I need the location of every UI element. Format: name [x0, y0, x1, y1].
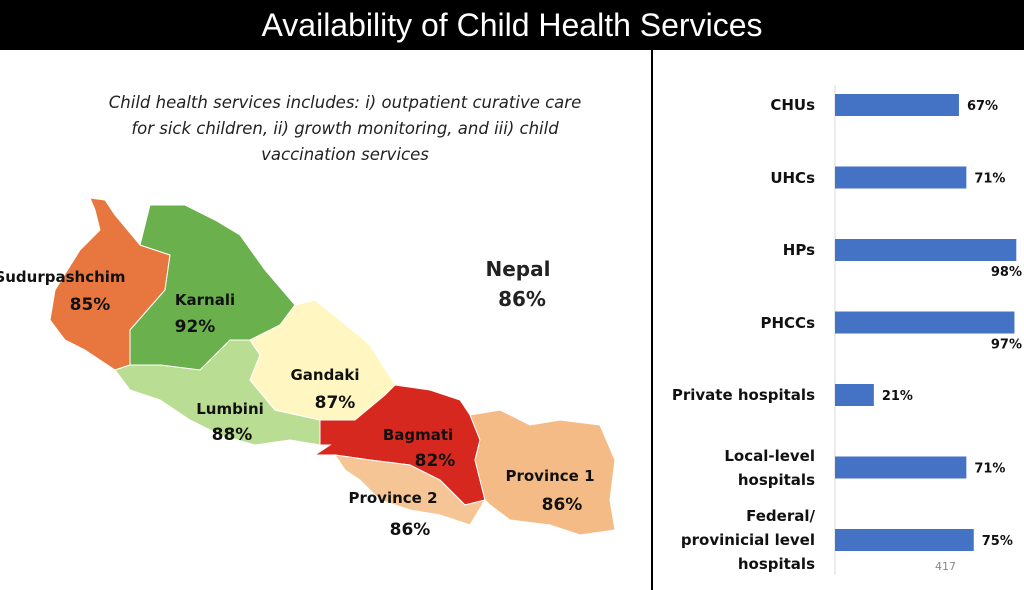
- category-label: UHCs: [770, 168, 815, 187]
- category-label: HPs: [782, 241, 815, 259]
- value-label: 21%: [882, 389, 913, 404]
- category-label: Local-level hospitals: [724, 446, 815, 489]
- region-value: 86%: [390, 520, 431, 540]
- category-label: PHCCs: [760, 313, 816, 332]
- bar: [835, 311, 1015, 334]
- region-name: Gandaki: [290, 366, 359, 384]
- region-name: Karnali: [175, 291, 235, 309]
- national-name: Nepal: [486, 257, 551, 281]
- bar: [835, 94, 959, 116]
- map-region: [469, 409, 616, 536]
- region-name: Sudurpashchim: [0, 268, 126, 286]
- value-label: 71%: [974, 462, 1005, 477]
- value-label: 67%: [967, 99, 998, 114]
- bar: [835, 239, 1017, 261]
- region-name: Bagmati: [383, 426, 453, 444]
- map-region: [333, 454, 487, 526]
- region-value: 85%: [70, 295, 111, 315]
- bar: [835, 384, 874, 406]
- value-label: 97%: [991, 338, 1022, 353]
- national-value: 86%: [498, 287, 546, 311]
- category-label: CHUs: [770, 96, 815, 114]
- bar: [835, 166, 967, 189]
- region-value: 82%: [415, 451, 456, 471]
- region-name: Province 2: [348, 489, 437, 507]
- region-value: 86%: [542, 495, 583, 515]
- bar: [835, 529, 974, 551]
- bar: [835, 456, 967, 479]
- value-label: 75%: [982, 534, 1013, 549]
- value-label: 71%: [974, 172, 1005, 187]
- slide-title: Availability of Child Health Services: [0, 0, 1024, 50]
- category-label: Federal/ provinicial level hospitals: [680, 507, 815, 573]
- region-value: 87%: [315, 393, 356, 413]
- map-note: Child health services includes: i) outpa…: [108, 93, 582, 164]
- page-number: 417: [935, 560, 956, 573]
- region-name: Lumbini: [196, 400, 264, 418]
- region-value: 88%: [212, 425, 253, 445]
- region-name: Province 1: [505, 467, 594, 485]
- value-label: 98%: [991, 265, 1022, 280]
- region-value: 92%: [175, 317, 216, 337]
- category-label: Private hospitals: [671, 386, 815, 404]
